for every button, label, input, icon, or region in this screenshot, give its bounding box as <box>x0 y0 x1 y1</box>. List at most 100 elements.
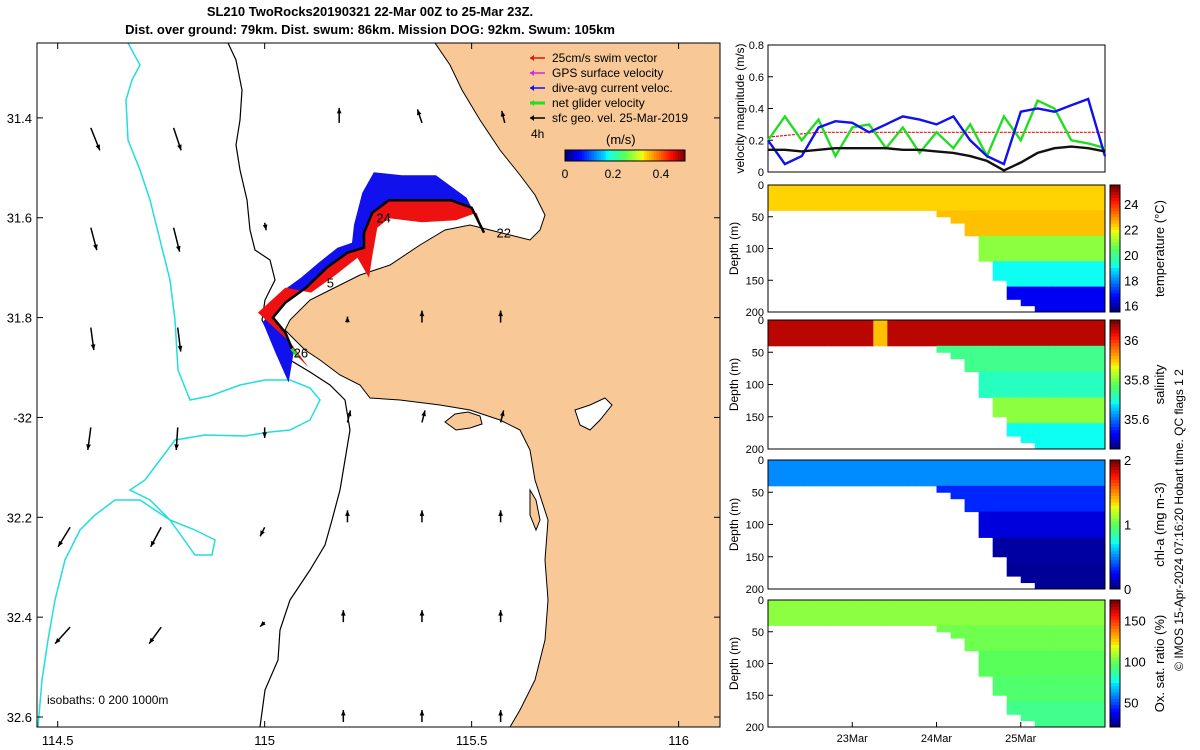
section-cell <box>1020 378 1029 385</box>
section-cell <box>1006 378 1015 385</box>
section-cell <box>824 479 832 487</box>
section-cell <box>978 197 987 205</box>
section-cell <box>1006 267 1015 275</box>
section-cell <box>1097 550 1106 558</box>
section-cell <box>992 524 1001 532</box>
section-colorbar-cell <box>1110 384 1120 389</box>
section-cell <box>964 606 973 614</box>
section-cell <box>1062 397 1071 405</box>
section-cell <box>1055 550 1064 558</box>
section-cell <box>1097 248 1106 256</box>
section-cell <box>1069 197 1078 205</box>
section-cell <box>901 472 909 480</box>
section-cell <box>1069 261 1078 269</box>
section-cell <box>1034 720 1043 728</box>
section-cell <box>964 631 973 639</box>
section-cell <box>985 530 994 538</box>
section-cell <box>1062 582 1071 590</box>
section-cell <box>1006 707 1015 715</box>
section-cell <box>1090 358 1099 366</box>
section-cell <box>831 479 839 487</box>
section-cell <box>824 185 832 192</box>
section-cell <box>978 242 987 249</box>
section-cell <box>768 204 776 211</box>
section-cell <box>1069 720 1078 728</box>
section-cell <box>1062 625 1071 633</box>
section-cell <box>1083 511 1092 519</box>
section-colorbar-cell <box>1110 242 1120 246</box>
section-cell <box>950 492 959 500</box>
section-cell <box>1027 223 1036 230</box>
section-cell <box>1097 695 1106 703</box>
section-cell <box>1006 410 1015 418</box>
section-cell <box>838 320 846 327</box>
section-cell <box>1041 612 1050 620</box>
section-cell <box>789 466 797 474</box>
section-cell <box>1006 563 1015 571</box>
section-cell <box>1034 582 1043 590</box>
section-cell <box>1069 242 1078 249</box>
section-cell <box>1097 466 1106 474</box>
section-cell <box>852 197 860 205</box>
section-cell <box>992 185 1001 192</box>
section-cell <box>1020 197 1029 205</box>
section-cell <box>1013 261 1022 269</box>
section-cell <box>887 606 895 614</box>
section-y-tick-label: 100 <box>746 380 764 392</box>
section-colorbar-cell <box>1110 283 1120 288</box>
section-cell <box>1027 410 1036 418</box>
section-cell <box>845 339 853 347</box>
section-cell <box>1055 537 1064 545</box>
section-cell <box>999 537 1008 545</box>
section-cell <box>1055 650 1064 658</box>
section-colorbar-cell <box>1110 423 1120 427</box>
section-cell <box>1069 682 1078 690</box>
section-colorbar-cell <box>1110 289 1120 294</box>
legend-swatch-head <box>530 100 534 106</box>
section-cell <box>796 479 804 487</box>
section-cell <box>992 537 1001 545</box>
section-cell <box>1034 248 1043 256</box>
day-label: 24 <box>376 211 390 226</box>
section-cell <box>1041 242 1050 249</box>
section-cell <box>1083 714 1092 722</box>
section-cell <box>999 498 1008 506</box>
section-cell <box>1097 530 1106 538</box>
section-cell <box>1013 378 1022 385</box>
section-cell <box>1006 280 1015 288</box>
section-cell <box>887 339 895 347</box>
section-cell <box>782 197 790 205</box>
section-cell <box>1048 229 1057 237</box>
section-cell <box>1062 663 1071 671</box>
section-cell <box>1013 625 1022 633</box>
section-cell <box>1090 606 1099 614</box>
section-cell <box>1083 299 1092 307</box>
section-cell <box>1013 492 1022 500</box>
section-cell <box>845 606 853 614</box>
section-cell <box>1083 442 1092 450</box>
section-cell <box>915 619 923 626</box>
section-cell <box>1048 339 1057 347</box>
colorbar-cell <box>593 150 597 161</box>
geo-vector-head <box>419 510 425 516</box>
section-cell <box>908 197 916 205</box>
section-cell <box>1097 492 1106 500</box>
section-cell <box>985 485 994 493</box>
section-cell <box>831 191 839 199</box>
section-cell <box>1076 235 1085 243</box>
section-cell <box>1062 563 1071 571</box>
section-cell <box>915 600 923 607</box>
section-cell <box>1069 669 1078 677</box>
section-cell <box>1097 223 1106 230</box>
section-cell <box>1062 612 1071 620</box>
section-cell <box>1048 197 1057 205</box>
colorbar-cell <box>634 150 638 161</box>
section-cell <box>992 229 1001 237</box>
section-cell <box>887 612 895 620</box>
section-cell <box>1055 358 1064 366</box>
section-cell <box>950 332 959 340</box>
section-cell <box>1027 299 1036 307</box>
section-cell <box>1062 191 1071 199</box>
section-colorbar-cell <box>1110 521 1120 525</box>
